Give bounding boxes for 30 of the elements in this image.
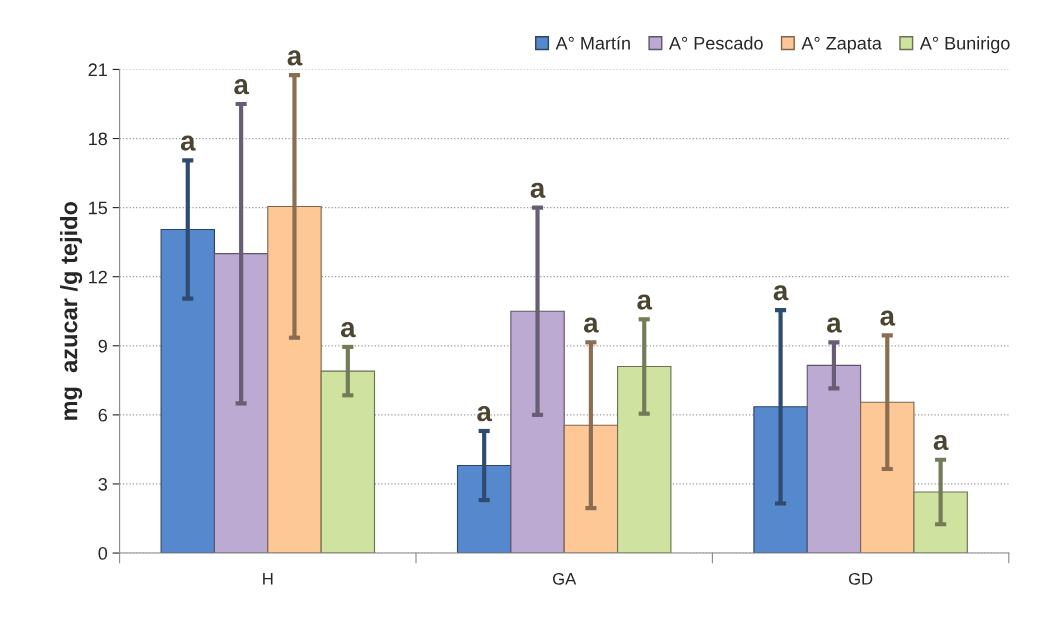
annotation: a xyxy=(234,79,250,95)
y-tick-label: 9 xyxy=(98,339,107,353)
y-tick-label: 21 xyxy=(88,63,107,76)
annotation: a xyxy=(773,285,789,301)
x-tick-label: GA xyxy=(553,572,577,585)
annotation: a xyxy=(583,317,599,333)
bar xyxy=(267,205,322,554)
legend-label: A° Zapata xyxy=(801,36,882,54)
annotation: a xyxy=(827,317,842,333)
annotation: a xyxy=(637,294,653,310)
y-tick-label: 15 xyxy=(89,201,108,215)
annotation: a xyxy=(530,182,546,198)
x-tick-label: GD xyxy=(848,572,873,585)
y-axis-title: mg azucar /g tejido xyxy=(60,201,83,420)
legend-label: A° Bunirigo xyxy=(919,36,1010,54)
text: a xyxy=(287,50,303,66)
y-tick-label: 3 xyxy=(98,477,107,491)
y-tick-label: 12 xyxy=(89,270,107,284)
legend-label: A° Pescado xyxy=(668,36,763,50)
bar xyxy=(860,401,915,554)
annotation: a xyxy=(340,322,356,338)
annotation: a xyxy=(180,135,196,151)
legend-label: A° Martín xyxy=(555,36,630,50)
annotation: a xyxy=(933,434,949,451)
annotation: a xyxy=(477,406,493,422)
y-tick-label: 18 xyxy=(89,132,108,146)
y-tick-label: 0 xyxy=(98,546,108,560)
x-tick-label: H xyxy=(263,573,273,585)
annotation: a xyxy=(880,310,896,326)
y-tick-label: 6 xyxy=(98,408,107,422)
